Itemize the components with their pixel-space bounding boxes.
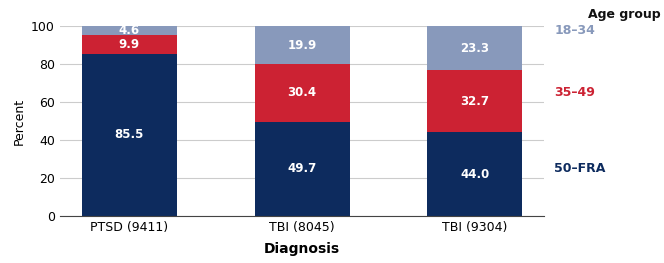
Text: 30.4: 30.4 [288, 86, 317, 99]
Text: 44.0: 44.0 [460, 168, 489, 180]
Bar [428, 132, 523, 216]
Text: Age group: Age group [588, 8, 661, 21]
Bar [254, 122, 350, 216]
Bar [254, 64, 350, 122]
Text: 4.6: 4.6 [119, 24, 140, 37]
Bar [82, 35, 177, 54]
Text: 32.7: 32.7 [460, 95, 489, 108]
Y-axis label: Percent: Percent [13, 97, 25, 145]
X-axis label: Diagnosis: Diagnosis [264, 242, 340, 256]
Bar [254, 26, 350, 64]
Text: 35–49: 35–49 [554, 86, 596, 99]
Text: 19.9: 19.9 [288, 39, 317, 52]
Text: 9.9: 9.9 [119, 38, 140, 51]
Text: 49.7: 49.7 [288, 162, 317, 175]
Bar [82, 54, 177, 216]
Bar [428, 26, 523, 70]
Text: 50–FRA: 50–FRA [554, 162, 606, 175]
Bar [428, 70, 523, 132]
Text: 18–34: 18–34 [554, 24, 596, 37]
Bar [82, 26, 177, 35]
Text: 23.3: 23.3 [460, 42, 489, 55]
Text: 85.5: 85.5 [115, 128, 144, 141]
